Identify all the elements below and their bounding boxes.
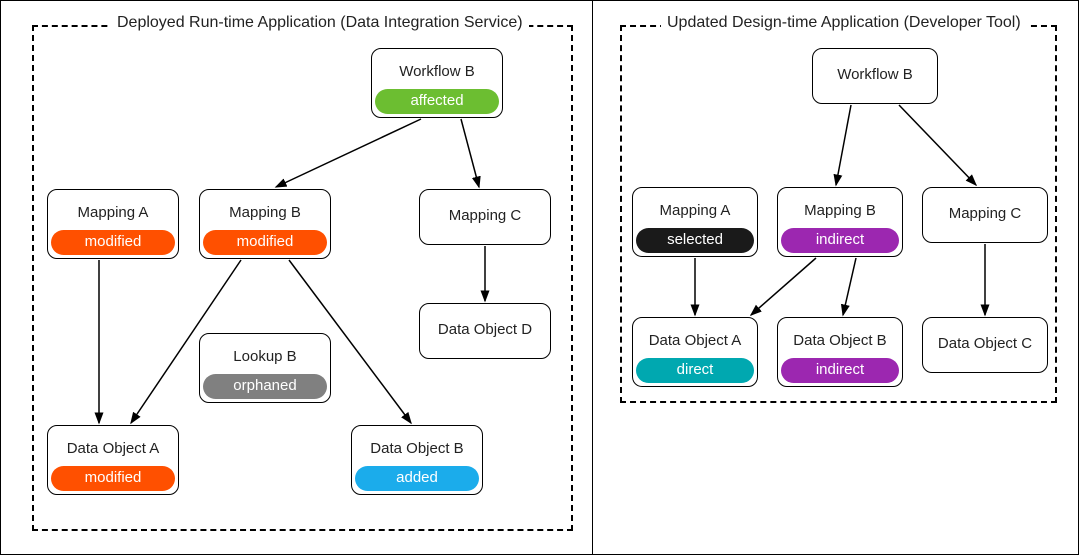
left-node-dataObjB: Data Object B added bbox=[351, 425, 483, 495]
status-badge: selected bbox=[636, 228, 754, 253]
node-label: Workflow B bbox=[829, 66, 921, 86]
node-label: Data Object A bbox=[59, 440, 168, 460]
left-node-mappingB: Mapping B modified bbox=[199, 189, 331, 259]
left-node-dataObjD: Data Object D bbox=[419, 303, 551, 359]
node-label: Mapping B bbox=[221, 204, 309, 224]
node-label: Mapping C bbox=[941, 205, 1030, 225]
left-node-dataObjA: Data Object A modified bbox=[47, 425, 179, 495]
status-badge: added bbox=[355, 466, 479, 491]
right-panel-title: Updated Design-time Application (Develop… bbox=[661, 14, 1027, 32]
panel-divider bbox=[592, 1, 593, 554]
right-node-dataObjA: Data Object A direct bbox=[632, 317, 758, 387]
left-panel-title: Deployed Run-time Application (Data Inte… bbox=[111, 14, 529, 32]
node-label: Workflow B bbox=[391, 63, 483, 83]
status-badge: modified bbox=[51, 466, 175, 491]
right-node-dataObjB: Data Object B indirect bbox=[777, 317, 903, 387]
node-label: Data Object A bbox=[641, 332, 750, 352]
node-label: Lookup B bbox=[225, 348, 304, 368]
right-node-mappingB: Mapping B indirect bbox=[777, 187, 903, 257]
node-label: Data Object B bbox=[785, 332, 894, 352]
node-label: Mapping A bbox=[70, 204, 157, 224]
right-node-mappingA: Mapping A selected bbox=[632, 187, 758, 257]
status-badge: affected bbox=[375, 89, 499, 114]
right-node-workflowB: Workflow B bbox=[812, 48, 938, 104]
left-node-mappingC: Mapping C bbox=[419, 189, 551, 245]
status-badge: modified bbox=[203, 230, 327, 255]
left-node-mappingA: Mapping A modified bbox=[47, 189, 179, 259]
node-label: Mapping C bbox=[441, 207, 530, 227]
node-label: Mapping A bbox=[652, 202, 739, 222]
node-label: Data Object D bbox=[430, 321, 540, 341]
node-label: Data Object C bbox=[930, 335, 1040, 355]
left-node-workflowB: Workflow B affected bbox=[371, 48, 503, 118]
status-badge: indirect bbox=[781, 358, 899, 383]
right-node-dataObjC: Data Object C bbox=[922, 317, 1048, 373]
node-label: Data Object B bbox=[362, 440, 471, 460]
status-badge: orphaned bbox=[203, 374, 327, 399]
status-badge: direct bbox=[636, 358, 754, 383]
diagram-canvas: Deployed Run-time Application (Data Inte… bbox=[0, 0, 1079, 555]
node-label: Mapping B bbox=[796, 202, 884, 222]
right-node-mappingC: Mapping C bbox=[922, 187, 1048, 243]
status-badge: indirect bbox=[781, 228, 899, 253]
left-node-lookupB: Lookup B orphaned bbox=[199, 333, 331, 403]
status-badge: modified bbox=[51, 230, 175, 255]
